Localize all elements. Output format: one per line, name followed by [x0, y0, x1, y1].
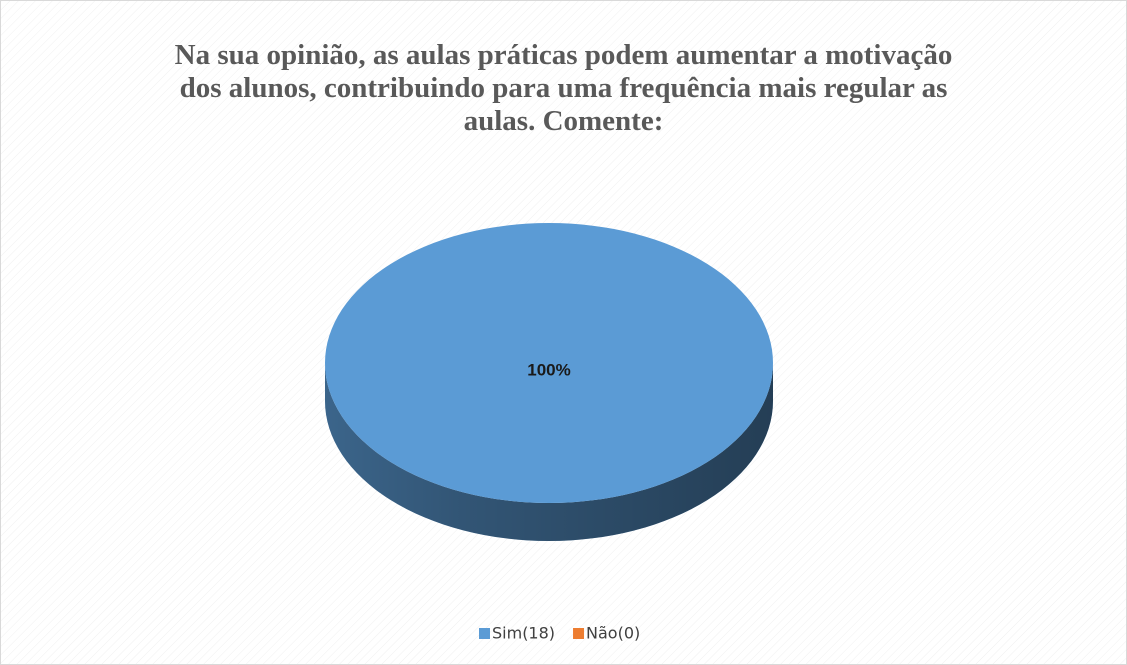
slice [325, 223, 773, 503]
legend: Sim(18) Não(0) [479, 624, 640, 643]
legend-swatch [573, 628, 585, 639]
data-label: 100% [527, 360, 570, 379]
chart-title: Na sua opinião, as aulas práticas podem … [174, 39, 953, 137]
pie: 100% [325, 223, 773, 541]
slice-side-shade [325, 363, 773, 541]
legend-swatch [479, 628, 490, 639]
legend-label: Não(0) [586, 624, 640, 643]
legend-label: Sim(18) [492, 624, 555, 643]
